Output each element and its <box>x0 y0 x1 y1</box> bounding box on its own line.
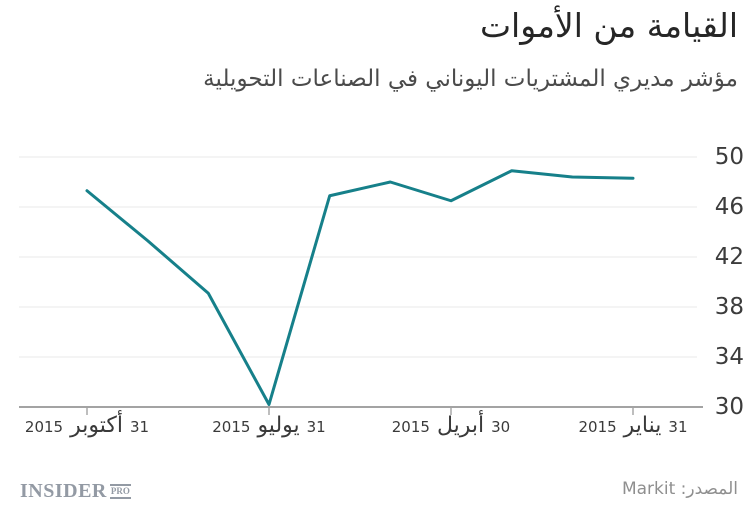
source-credit: المصدر: Markit <box>621 479 738 499</box>
x-label-day: 31 <box>668 418 688 436</box>
x-label-year: 2015 <box>212 418 251 436</box>
x-label-day: 31 <box>129 418 150 436</box>
chart-subtitle: مؤشر مديري المشتريات اليوناني في الصناعا… <box>203 66 738 92</box>
x-label-month: يناير <box>623 413 662 438</box>
x-label-year: 2015 <box>24 418 64 436</box>
x-axis-label-april: 30 أبريل 2015 <box>366 413 536 438</box>
y-axis-label-50: 50 <box>714 144 744 170</box>
pmi-data-line <box>85 169 635 406</box>
x-axis-label-october: 31 أكتوبر 2015 <box>2 413 172 438</box>
y-axis-label-46: 46 <box>714 194 744 220</box>
y-axis-label-38: 38 <box>714 294 744 320</box>
x-label-year: 2015 <box>391 418 430 436</box>
insiderpro-logo: INSIDER PRO <box>20 481 131 501</box>
y-axis-label-34: 34 <box>714 344 744 370</box>
x-label-day: 31 <box>306 418 326 436</box>
insiderpro-logo-badge: PRO <box>109 484 131 499</box>
x-label-year: 2015 <box>578 418 617 436</box>
y-axis-label-42: 42 <box>714 244 744 270</box>
insiderpro-logo-text: INSIDER <box>20 480 107 502</box>
x-label-month: أبريل <box>436 413 485 438</box>
x-label-month: يوليو <box>257 413 300 438</box>
y-axis-label-30: 30 <box>714 394 744 420</box>
x-label-day: 30 <box>491 418 511 436</box>
x-label-month: أكتوبر <box>70 413 123 438</box>
x-axis-label-july: 31 يوليو 2015 <box>184 413 354 438</box>
x-axis-label-january: 31 يناير 2015 <box>548 413 718 438</box>
chart-title: القيامة من الأموات <box>479 6 738 45</box>
